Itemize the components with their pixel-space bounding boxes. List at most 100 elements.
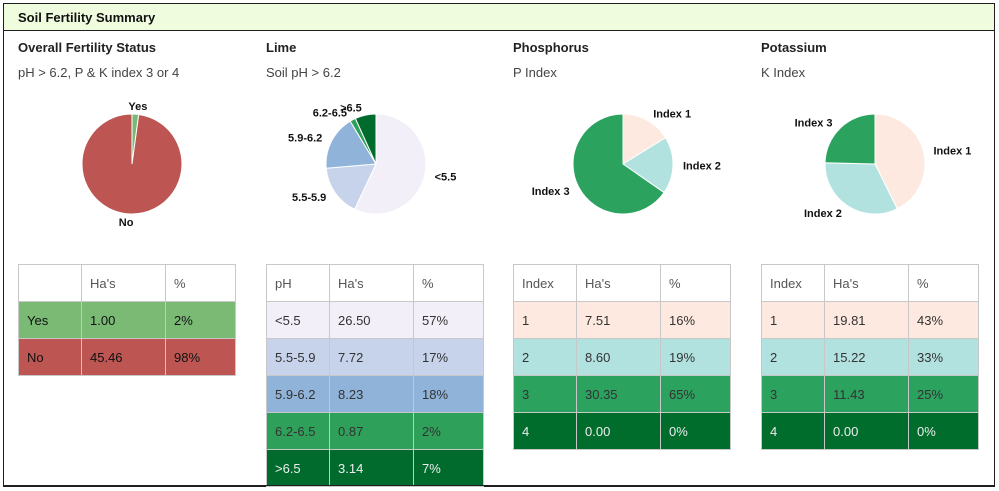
panel-subtitle: pH > 6.2, P & K index 3 or 4 — [18, 65, 180, 80]
column-header: Index — [513, 264, 577, 302]
column-header: % — [660, 264, 731, 302]
pie-slice-label: <5.5 — [435, 172, 457, 184]
table-row: 3 30.35 65% — [513, 375, 731, 413]
table-header-row: Index Ha's% — [761, 264, 979, 302]
table-cell-ha: 3.14 — [329, 449, 414, 487]
table-row: 2 15.22 33% — [761, 338, 979, 376]
table-cell-ha: 15.22 — [824, 338, 909, 376]
phosphorus-table: Index Ha's% 1 7.51 16% 2 8.60 19% 3 30.35 65% 4 0.00… — [513, 264, 731, 450]
column-header: % — [908, 264, 979, 302]
table-row: No 45.46 98% — [18, 338, 236, 376]
pie-slice-label: 5.5-5.9 — [292, 192, 326, 204]
table-cell-pct: 0% — [908, 412, 979, 450]
table-cell-label: 2 — [761, 338, 825, 376]
table-cell-pct: 98% — [165, 338, 236, 376]
panel-title: Potassium — [761, 40, 827, 55]
table-cell-label: 4 — [761, 412, 825, 450]
table-cell-label: 3 — [513, 375, 577, 413]
table-cell-pct: 43% — [908, 301, 979, 339]
overall-fertility-panel: Overall Fertility Status pH > 6.2, P & K… — [18, 32, 258, 484]
table-cell-ha: 7.51 — [576, 301, 661, 339]
table-row: 4 0.00 0% — [761, 412, 979, 450]
column-header: % — [413, 264, 484, 302]
table-header-row: Ha's% — [18, 264, 236, 302]
table-cell-pct: 19% — [660, 338, 731, 376]
table-header-row: Index Ha's% — [513, 264, 731, 302]
pie-slice-label: 6.2-6.5 — [313, 108, 347, 120]
summary-title: Soil Fertility Summary — [18, 10, 156, 25]
table-cell-pct: 57% — [413, 301, 484, 339]
table-row: 1 7.51 16% — [513, 301, 731, 339]
table-cell-pct: 0% — [660, 412, 731, 450]
pie-slice — [622, 113, 667, 165]
pie-slice — [325, 120, 377, 169]
column-header: Ha's — [329, 264, 414, 302]
table-row: 5.5-5.9 7.72 17% — [266, 338, 484, 376]
pie-slice — [622, 136, 674, 194]
bottom-divider — [4, 485, 994, 486]
table-row: 5.9-6.2 8.23 18% — [266, 375, 484, 413]
table-cell-ha: 7.72 — [329, 338, 414, 376]
column-header: pH — [266, 264, 330, 302]
table-cell-label: 4 — [513, 412, 577, 450]
table-cell-ha: 0.00 — [576, 412, 661, 450]
table-cell-label: No — [18, 338, 82, 376]
phosphorus-panel: Phosphorus P Index Index 1 Index 2 Index 3… — [513, 32, 753, 484]
column-header: Ha's — [81, 264, 166, 302]
table-row: 6.2-6.5 0.87 2% — [266, 412, 484, 450]
lime-pie-chart: <5.5 5.5-5.9 5.9-6.2 6.2-6.5>6.5 — [288, 102, 457, 215]
table-row: 1 19.81 43% — [761, 301, 979, 339]
column-header: Index — [761, 264, 825, 302]
potassium-pie-chart: Index 1 Index 2 Index 3 — [795, 113, 972, 220]
table-cell-label: >6.5 — [266, 449, 330, 487]
table-cell-ha: 0.87 — [329, 412, 414, 450]
lime-table: pH Ha's% <5.5 26.50 57% 5.5-5.9 7.72 17% 5.9-6.2… — [266, 264, 484, 487]
table-cell-pct: 25% — [908, 375, 979, 413]
table-row: 2 8.60 19% — [513, 338, 731, 376]
table-cell-label: 5.9-6.2 — [266, 375, 330, 413]
table-cell-ha: 8.60 — [576, 338, 661, 376]
lime-panel: Lime Soil pH > 6.2 <5.5 5.5-5.9 5.9-6.2 6.2… — [266, 32, 506, 487]
table-cell-ha: 8.23 — [329, 375, 414, 413]
table-cell-label: 6.2-6.5 — [266, 412, 330, 450]
pie-slice — [81, 113, 183, 215]
table-cell-pct: 16% — [660, 301, 731, 339]
table-header-row: pH Ha's% — [266, 264, 484, 302]
phosphorus-pie-chart: Index 1 Index 2 Index 3 — [532, 108, 721, 215]
table-cell-ha: 30.35 — [576, 375, 661, 413]
table-cell-pct: 2% — [165, 301, 236, 339]
soil-fertility-summary-panel: Soil Fertility Summary Overall Fertility… — [3, 3, 995, 487]
potassium-table: Index Ha's% 1 19.81 43% 2 15.22 33% 3 11.43 25% 4 0.… — [761, 264, 979, 450]
table-cell-ha: 45.46 — [81, 338, 166, 376]
pie-slice-label: 5.9-6.2 — [288, 133, 322, 145]
summary-header: Soil Fertility Summary — [4, 4, 994, 31]
pie-slice — [325, 163, 377, 210]
pie-slice — [874, 113, 926, 210]
panel-title: Lime — [266, 40, 297, 55]
table-cell-label: <5.5 — [266, 301, 330, 339]
table-row: 4 0.00 0% — [513, 412, 731, 450]
pie-slice-label: No — [119, 217, 134, 229]
panel-title: Overall Fertility Status — [18, 40, 156, 55]
pie-slice — [353, 113, 427, 215]
table-cell-pct: 2% — [413, 412, 484, 450]
pie-slice-label: Index 3 — [532, 186, 570, 198]
table-cell-ha: 1.00 — [81, 301, 166, 339]
table-cell-label: 3 — [761, 375, 825, 413]
table-cell-ha: 19.81 — [824, 301, 909, 339]
table-cell-ha: 26.50 — [329, 301, 414, 339]
table-cell-label: 2 — [513, 338, 577, 376]
table-cell-ha: 0.00 — [824, 412, 909, 450]
overall-fertility-pie-chart: Yes No — [81, 101, 183, 229]
pie-slice-label: Index 1 — [934, 146, 972, 158]
table-cell-label: 1 — [513, 301, 577, 339]
pie-slice — [354, 113, 377, 165]
table-row: Yes 1.00 2% — [18, 301, 236, 339]
table-cell-pct: 7% — [413, 449, 484, 487]
column-header — [18, 264, 82, 302]
panel-subtitle: P Index — [513, 65, 557, 80]
table-cell-label: 1 — [761, 301, 825, 339]
table-cell-label: 5.5-5.9 — [266, 338, 330, 376]
table-row: >6.5 3.14 7% — [266, 449, 484, 487]
pie-slice — [824, 113, 876, 165]
